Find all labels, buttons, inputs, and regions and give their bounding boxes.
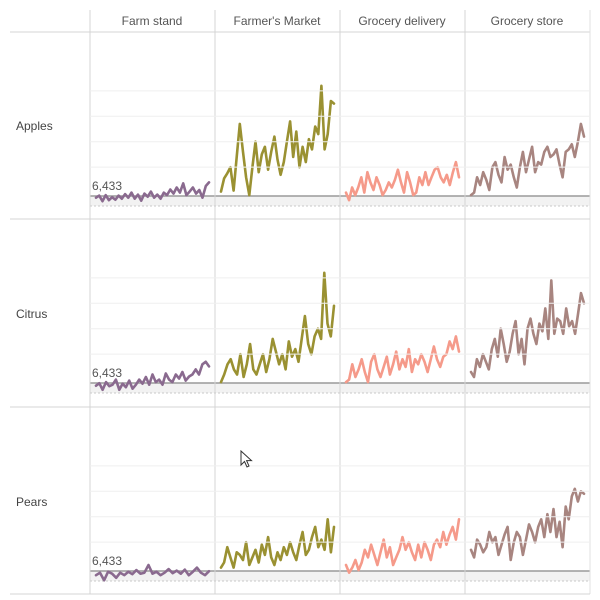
series-line-pears-grocery-store bbox=[469, 487, 586, 562]
series-line-apples-grocery-store bbox=[469, 122, 586, 197]
series-line-pears-farm-stand bbox=[94, 563, 211, 582]
column-headers: Farm stand Farmer's Market Grocery deliv… bbox=[122, 14, 564, 28]
row-headers: Apples Citrus Pears bbox=[16, 119, 53, 509]
reference-line-label: 6,433 bbox=[92, 554, 122, 568]
column-header-grocery-delivery: Grocery delivery bbox=[358, 14, 445, 28]
series-line-pears-grocery-delivery bbox=[344, 517, 461, 575]
column-header-farmers-market: Farmer's Market bbox=[234, 14, 322, 28]
series-line-pears-farmer-s-market bbox=[219, 517, 336, 569]
reference-line-label: 6,433 bbox=[92, 366, 122, 380]
mouse-pointer-icon bbox=[240, 450, 253, 468]
grid-lines bbox=[10, 10, 591, 595]
series-line-apples-farm-stand bbox=[94, 181, 211, 203]
series-line-apples-grocery-delivery bbox=[344, 160, 461, 202]
row-header-citrus: Citrus bbox=[16, 307, 47, 321]
reference-line-label: 6,433 bbox=[92, 179, 122, 193]
column-header-farm-stand: Farm stand bbox=[122, 14, 183, 28]
column-header-grocery-store: Grocery store bbox=[491, 14, 564, 28]
series-line-citrus-farm-stand bbox=[94, 360, 211, 392]
row-header-pears: Pears bbox=[16, 495, 47, 509]
series-line-citrus-grocery-delivery bbox=[344, 335, 461, 384]
series-line-citrus-farmer-s-market bbox=[219, 271, 336, 384]
row-header-apples: Apples bbox=[16, 119, 53, 133]
series-line-apples-farmer-s-market bbox=[219, 84, 336, 197]
